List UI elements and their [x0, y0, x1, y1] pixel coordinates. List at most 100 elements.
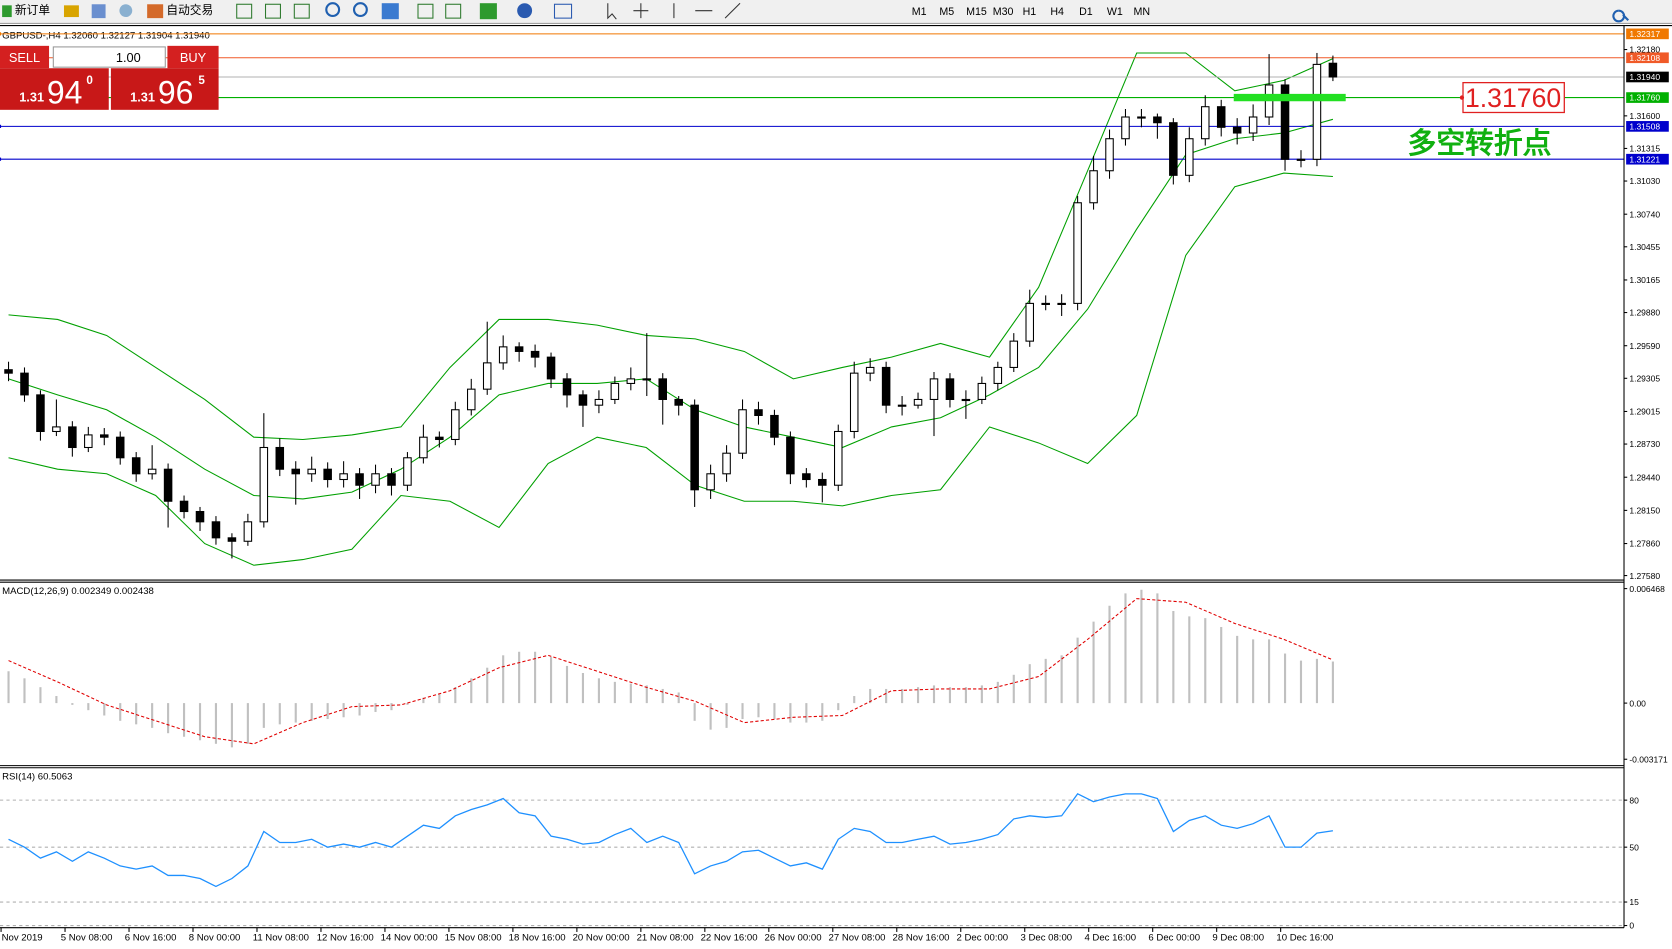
candle-body [578, 394, 588, 406]
candle-body [195, 510, 205, 523]
y-tick-label: 1.29305 [1629, 374, 1660, 384]
icon[interactable] [293, 3, 310, 19]
candle-body [4, 369, 13, 374]
x-tick-label: 22 Nov 16:00 [701, 932, 758, 943]
buy-price-box[interactable] [110, 68, 219, 110]
annotation-dot [1459, 95, 1465, 100]
icon[interactable] [91, 4, 106, 19]
icon[interactable] [607, 3, 617, 20]
y-tick-label: 1.29015 [1629, 407, 1660, 417]
buy-price-big[interactable]: 1.31 [130, 89, 155, 104]
candle-body [387, 473, 396, 486]
y-tick-label: 80 [1629, 795, 1639, 805]
price-level-dot [0, 32, 2, 36]
new-order-button[interactable]: 新订单 [15, 3, 50, 17]
sell-label[interactable]: SELL [9, 50, 40, 65]
sell-price-point[interactable]: 0 [86, 74, 93, 87]
icon[interactable] [553, 3, 573, 19]
candle-body [1137, 116, 1146, 119]
icon[interactable] [352, 2, 368, 18]
x-tick-label: 21 Nov 08:00 [637, 932, 694, 943]
price-level-dot [0, 157, 2, 161]
icon[interactable] [236, 3, 253, 19]
icon[interactable] [417, 3, 434, 19]
icon[interactable] [119, 4, 133, 18]
candle-body [786, 436, 795, 475]
bollinger-lower [8, 172, 1333, 566]
candle-body [754, 409, 763, 417]
candle-body [403, 457, 412, 486]
search-icon[interactable] [1612, 9, 1630, 23]
x-tick-label: 10 Dec 16:00 [1276, 932, 1333, 943]
timeframe-button[interactable]: D1 [1079, 6, 1093, 18]
icon[interactable] [381, 3, 399, 20]
icon[interactable] [673, 2, 741, 19]
candle-body [147, 468, 157, 475]
candle-body [419, 436, 428, 459]
y-tick-label: 15 [1629, 897, 1639, 907]
buy-price-pips[interactable]: 96 [158, 74, 194, 110]
price-level-label: 1.32108 [1629, 53, 1660, 63]
candle-body [929, 378, 939, 400]
price-level-label: 1.31508 [1629, 122, 1660, 132]
timeframe-button[interactable]: M1 [912, 6, 927, 18]
x-tick-label: 6 Dec 00:00 [1148, 932, 1200, 943]
lot-input[interactable] [52, 46, 166, 68]
buy-price-point[interactable]: 5 [198, 74, 205, 87]
candle-body [546, 356, 556, 380]
icon[interactable] [479, 3, 497, 20]
candle-body [131, 457, 141, 475]
icon[interactable] [325, 2, 341, 18]
auto-trading-button[interactable]: 自动交易 [166, 3, 213, 17]
candle-body [1089, 170, 1098, 204]
candle-body [1280, 84, 1290, 160]
timeframe-button[interactable]: W1 [1107, 6, 1123, 18]
price-level-label: 1.31940 [1629, 72, 1660, 82]
candle-body [1121, 116, 1130, 140]
buy-label[interactable]: BUY [180, 50, 207, 65]
candle-body [658, 378, 668, 400]
timeframe-button[interactable]: M5 [939, 6, 954, 18]
y-tick-label: 0.006468 [1629, 584, 1665, 594]
y-tick-label: 50 [1629, 842, 1639, 852]
x-tick-label: 20 Nov 00:00 [573, 932, 630, 943]
buy-button[interactable] [167, 45, 219, 69]
timeframe-button[interactable]: M30 [993, 6, 1014, 18]
candle-body [371, 473, 380, 486]
lot-value[interactable]: 1.00 [116, 50, 141, 65]
icon[interactable] [517, 3, 533, 19]
y-tick-label: 1.30165 [1629, 275, 1660, 285]
candle-body [115, 436, 125, 459]
timeframes: M1 M5 M15 M30 H1 H4 D1 W1 MN [912, 6, 1150, 18]
y-tick-label: 1.30740 [1629, 209, 1660, 219]
sell-price-box[interactable] [0, 68, 109, 110]
price-level-tag [1626, 121, 1669, 132]
candle-body [945, 378, 955, 400]
candle-body [36, 394, 45, 433]
icon[interactable] [63, 5, 79, 18]
toolbar [0, 0, 1672, 24]
timeframe-button[interactable]: MN [1134, 6, 1151, 18]
sell-price-pips[interactable]: 94 [47, 74, 83, 110]
icon[interactable] [264, 3, 281, 19]
sell-price-big[interactable]: 1.31 [19, 89, 44, 104]
x-tick-label: 28 Nov 16:00 [893, 932, 950, 943]
candle-body [1216, 106, 1226, 128]
icon[interactable] [147, 4, 164, 19]
timeframe-button[interactable]: H4 [1050, 6, 1064, 18]
sell-button[interactable] [0, 45, 50, 69]
icon[interactable] [633, 3, 649, 19]
icon[interactable] [445, 3, 462, 19]
timeframe-button[interactable]: H1 [1023, 6, 1037, 18]
timeframe-button[interactable]: M15 [966, 6, 987, 18]
annotation-text: 多空转折点 [1408, 127, 1552, 160]
icon[interactable] [2, 5, 12, 18]
candle-body [897, 404, 907, 407]
candle-body [1153, 116, 1162, 124]
price-level-label: 1.32317 [1629, 29, 1660, 39]
y-tick-label: 1.27860 [1629, 539, 1660, 549]
candle-body [84, 434, 93, 449]
y-tick-label: 1.29590 [1629, 341, 1660, 351]
